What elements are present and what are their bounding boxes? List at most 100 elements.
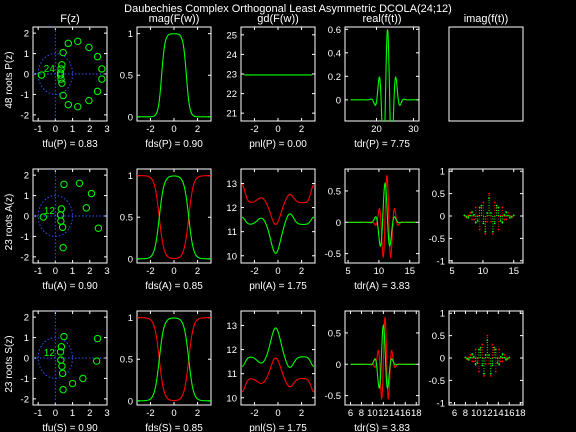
zero-point bbox=[74, 37, 82, 46]
stem-dot bbox=[489, 372, 492, 375]
stem-dot bbox=[482, 201, 485, 204]
zero-point bbox=[93, 52, 102, 61]
zero-point bbox=[82, 204, 91, 212]
x-tick-label: 0 bbox=[171, 124, 176, 135]
stem-dot bbox=[509, 214, 511, 217]
stem-dot bbox=[471, 360, 474, 363]
series-group bbox=[463, 192, 515, 235]
plot-frame bbox=[136, 168, 212, 264]
stem-dot bbox=[467, 216, 470, 219]
stem-dot bbox=[472, 360, 475, 363]
y-tick-label: 0.5 bbox=[120, 355, 133, 366]
stem-dot bbox=[480, 204, 483, 207]
stem-dot bbox=[491, 343, 494, 346]
stem-dot bbox=[481, 364, 484, 367]
x-tick-label: 0 bbox=[275, 408, 280, 419]
zero-point bbox=[58, 61, 66, 69]
x-tick-label: 1 bbox=[70, 266, 75, 277]
y-tick-label: 1 bbox=[128, 29, 133, 40]
y-tick-label: 0.4 bbox=[328, 48, 341, 59]
series-group bbox=[464, 334, 511, 377]
y-tick-label: -1 bbox=[437, 256, 445, 267]
y-tick-label: 2 bbox=[24, 29, 29, 40]
x-tick-label: -2 bbox=[146, 408, 154, 419]
chart-panel-r0c1: mag(F(w)) fds(P) = 0.90 -2 0 2 0 0.5 1 bbox=[120, 13, 212, 150]
stem-dot bbox=[496, 361, 499, 364]
stem-dot bbox=[478, 348, 480, 351]
x-tick-label: 2 bbox=[299, 124, 304, 135]
stem-dot bbox=[471, 218, 473, 221]
x-tick-label: 12 bbox=[482, 408, 493, 419]
unit-circle-dotted bbox=[37, 337, 74, 379]
plot-frame bbox=[448, 26, 524, 122]
y-tick-label: 0 bbox=[128, 254, 133, 265]
zero-point bbox=[59, 48, 67, 57]
zero-point bbox=[79, 374, 87, 383]
y-tick-label: -0.5 bbox=[325, 391, 341, 402]
x-tick-label: 2 bbox=[87, 266, 92, 277]
y-tick-label: 0 bbox=[336, 218, 341, 229]
stem-dot bbox=[499, 360, 502, 363]
zero-point bbox=[57, 75, 65, 83]
x-tick-label: 2 bbox=[299, 266, 304, 277]
panel-xlabel: tfu(A) = 0.90 bbox=[42, 281, 98, 292]
panel-xlabel: tfu(P) = 0.83 bbox=[42, 139, 98, 150]
x-tick-label: 0 bbox=[275, 124, 280, 135]
x-tick-label: 14 bbox=[389, 408, 400, 419]
stem-dot bbox=[478, 228, 481, 231]
stem-dot bbox=[505, 356, 507, 359]
series-line bbox=[241, 357, 315, 393]
zero-point bbox=[57, 356, 65, 364]
zero-plane-guides bbox=[33, 169, 107, 263]
x-tick-label: 0 bbox=[171, 408, 176, 419]
y-tick-label: 0.6 bbox=[328, 25, 341, 36]
zero-point bbox=[93, 334, 102, 343]
stem-dot bbox=[491, 233, 494, 235]
figure-title: Daubechies Complex Orthogonal Least Asym… bbox=[124, 3, 452, 15]
zero-point bbox=[92, 357, 101, 365]
zero-multiplicity-label: 24 bbox=[44, 64, 56, 75]
y-tick-label: 13 bbox=[226, 321, 237, 332]
stem-dot bbox=[505, 358, 507, 361]
y-tick-label: 0 bbox=[336, 95, 341, 106]
x-tick-label: 10 bbox=[471, 408, 482, 419]
zero-point bbox=[58, 79, 66, 87]
zero-point bbox=[74, 102, 82, 111]
stem-dot bbox=[483, 372, 485, 375]
row-label-a: 23 roots A(z) bbox=[4, 194, 15, 251]
stem-dot bbox=[490, 212, 492, 214]
zero-point bbox=[93, 87, 102, 96]
zero-point bbox=[64, 39, 72, 48]
series-line bbox=[137, 175, 211, 260]
stem-dot bbox=[488, 354, 490, 356]
chart-panel-r1c1: fds(A) = 0.85 -2 0 2 0 0.5 1 bbox=[120, 168, 212, 292]
panel-xlabel: pnl(S) = 1.75 bbox=[249, 423, 307, 432]
plot-frame bbox=[344, 26, 420, 122]
stem-dot bbox=[494, 348, 497, 351]
stem-dot bbox=[503, 356, 506, 359]
x-tick-label: -1 bbox=[34, 124, 42, 135]
stem-dot bbox=[495, 204, 498, 207]
panel-xlabel: tdr(S) = 3.83 bbox=[354, 423, 410, 432]
chart-panel-r2c4: 6 8 10 12 14 16 18 -1 -0.5 0 0.5 1 bbox=[429, 309, 526, 419]
y-tick-label: -1 bbox=[21, 232, 29, 243]
y-tick-label: -0.5 bbox=[429, 376, 445, 387]
stem-dot bbox=[503, 218, 506, 221]
panel-xlabel: fds(P) = 0.90 bbox=[145, 139, 203, 150]
panel-xlabel: pnl(P) = 0.00 bbox=[249, 139, 307, 150]
panel-xlabel: tdr(P) = 7.75 bbox=[354, 139, 410, 150]
stem-dot bbox=[510, 215, 513, 218]
x-tick-label: 2 bbox=[87, 408, 92, 419]
y-tick-label: 12 bbox=[226, 345, 237, 356]
y-tick-label: 0.5 bbox=[120, 213, 133, 224]
zero-point bbox=[87, 189, 96, 198]
stem-dot bbox=[507, 214, 509, 217]
x-tick-label: 6 bbox=[348, 408, 353, 419]
stem-dot bbox=[466, 357, 469, 360]
y-tick-label: 0 bbox=[336, 360, 341, 371]
zero-point bbox=[68, 379, 77, 388]
zero-point bbox=[98, 75, 106, 83]
stem-dot bbox=[506, 357, 509, 360]
